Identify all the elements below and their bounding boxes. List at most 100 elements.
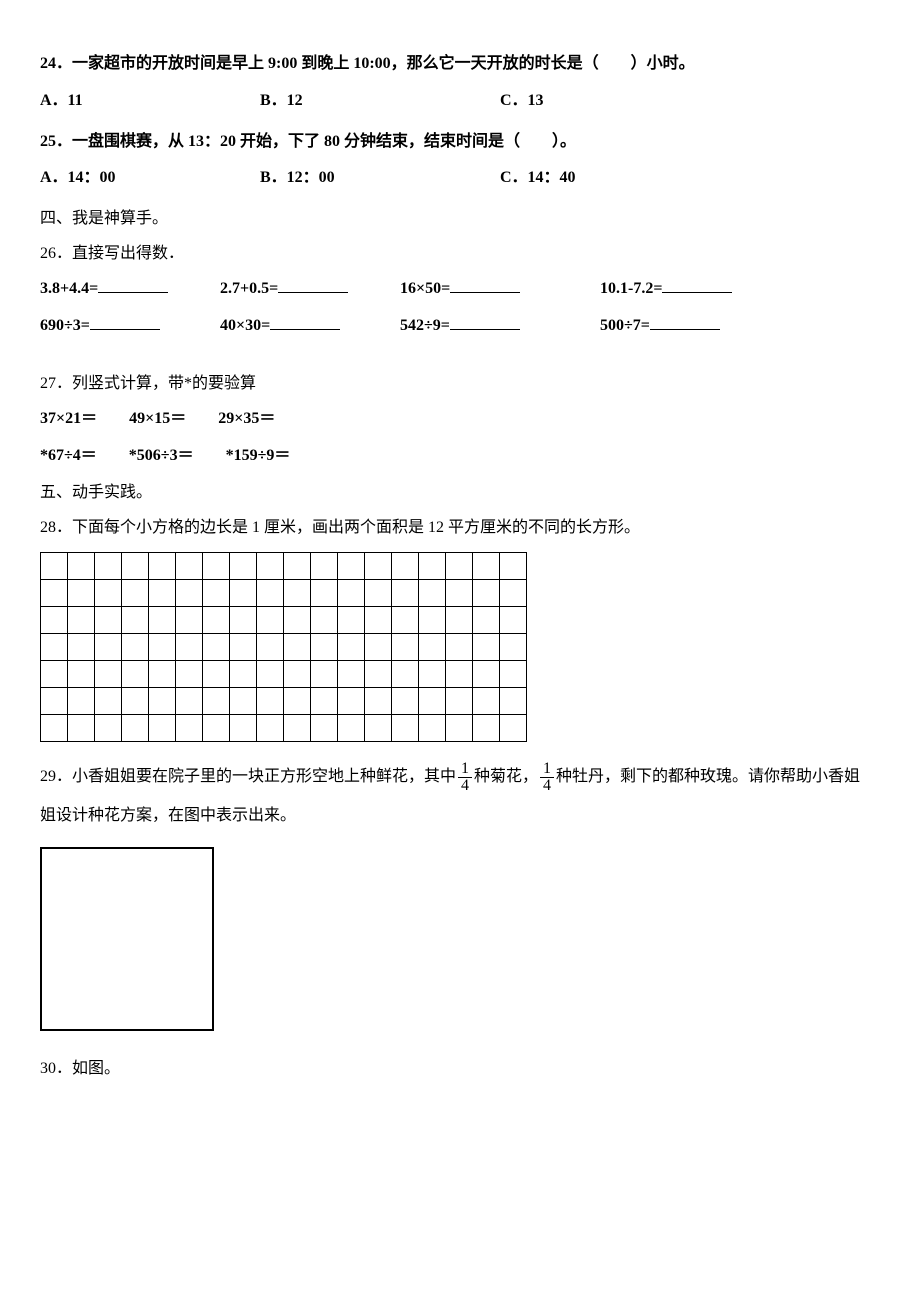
q26-r1-c4-blank[interactable] [662, 276, 732, 293]
grid-cell[interactable] [176, 661, 203, 688]
grid-cell[interactable] [122, 553, 149, 580]
grid-cell[interactable] [284, 661, 311, 688]
grid-cell[interactable] [365, 688, 392, 715]
grid-cell[interactable] [203, 580, 230, 607]
grid-cell[interactable] [149, 580, 176, 607]
grid-cell[interactable] [68, 634, 95, 661]
grid-cell[interactable] [203, 688, 230, 715]
grid-cell[interactable] [311, 580, 338, 607]
grid-cell[interactable] [68, 688, 95, 715]
grid-cell[interactable] [392, 607, 419, 634]
grid-cell[interactable] [95, 580, 122, 607]
grid-cell[interactable] [419, 688, 446, 715]
grid-cell[interactable] [176, 688, 203, 715]
grid-cell[interactable] [68, 553, 95, 580]
q24-option-c[interactable]: C．13 [500, 87, 700, 116]
grid-cell[interactable] [338, 607, 365, 634]
grid-cell[interactable] [392, 553, 419, 580]
grid-cell[interactable] [446, 688, 473, 715]
q29-square[interactable] [40, 847, 214, 1031]
grid-cell[interactable] [257, 553, 284, 580]
grid-cell[interactable] [203, 607, 230, 634]
grid-cell[interactable] [41, 634, 68, 661]
grid-cell[interactable] [284, 553, 311, 580]
grid-cell[interactable] [500, 553, 527, 580]
grid-cell[interactable] [41, 553, 68, 580]
grid-cell[interactable] [122, 607, 149, 634]
grid-cell[interactable] [392, 715, 419, 742]
grid-cell[interactable] [500, 634, 527, 661]
grid-cell[interactable] [122, 580, 149, 607]
grid-cell[interactable] [230, 661, 257, 688]
grid-cell[interactable] [68, 715, 95, 742]
grid-cell[interactable] [311, 688, 338, 715]
grid-cell[interactable] [338, 661, 365, 688]
grid-cell[interactable] [41, 715, 68, 742]
grid-cell[interactable] [122, 688, 149, 715]
q24-option-b[interactable]: B．12 [260, 87, 500, 116]
grid-cell[interactable] [203, 553, 230, 580]
grid-cell[interactable] [392, 634, 419, 661]
grid-cell[interactable] [257, 715, 284, 742]
grid-cell[interactable] [230, 715, 257, 742]
grid-cell[interactable] [500, 715, 527, 742]
grid-cell[interactable] [176, 634, 203, 661]
q26-r2-c2-blank[interactable] [270, 313, 340, 330]
grid-cell[interactable] [473, 607, 500, 634]
grid-cell[interactable] [365, 661, 392, 688]
grid-cell[interactable] [149, 715, 176, 742]
grid-cell[interactable] [392, 688, 419, 715]
grid-cell[interactable] [95, 661, 122, 688]
grid-cell[interactable] [338, 634, 365, 661]
grid-cell[interactable] [338, 715, 365, 742]
grid-cell[interactable] [257, 661, 284, 688]
grid-cell[interactable] [500, 607, 527, 634]
grid-cell[interactable] [41, 580, 68, 607]
grid-cell[interactable] [122, 715, 149, 742]
grid-cell[interactable] [473, 580, 500, 607]
grid-cell[interactable] [392, 661, 419, 688]
grid-cell[interactable] [419, 607, 446, 634]
grid-cell[interactable] [473, 634, 500, 661]
grid-cell[interactable] [257, 634, 284, 661]
grid-cell[interactable] [41, 607, 68, 634]
grid-cell[interactable] [284, 715, 311, 742]
grid-cell[interactable] [338, 688, 365, 715]
grid-cell[interactable] [365, 715, 392, 742]
grid-cell[interactable] [203, 661, 230, 688]
grid-cell[interactable] [95, 715, 122, 742]
grid-cell[interactable] [500, 580, 527, 607]
grid-cell[interactable] [95, 634, 122, 661]
grid-cell[interactable] [311, 715, 338, 742]
grid-cell[interactable] [176, 607, 203, 634]
grid-cell[interactable] [257, 580, 284, 607]
grid-cell[interactable] [203, 634, 230, 661]
grid-cell[interactable] [149, 634, 176, 661]
grid-cell[interactable] [284, 634, 311, 661]
grid-cell[interactable] [338, 580, 365, 607]
q26-r2-c1-blank[interactable] [90, 313, 160, 330]
q26-r2-c4-blank[interactable] [650, 313, 720, 330]
grid-cell[interactable] [311, 661, 338, 688]
grid-cell[interactable] [365, 553, 392, 580]
grid-cell[interactable] [419, 553, 446, 580]
grid-cell[interactable] [257, 688, 284, 715]
grid-cell[interactable] [446, 580, 473, 607]
grid-cell[interactable] [338, 553, 365, 580]
grid-cell[interactable] [284, 688, 311, 715]
grid-cell[interactable] [446, 607, 473, 634]
grid-cell[interactable] [419, 580, 446, 607]
q24-option-a[interactable]: A．11 [40, 87, 260, 116]
grid-cell[interactable] [149, 553, 176, 580]
grid-cell[interactable] [419, 634, 446, 661]
grid-cell[interactable] [95, 607, 122, 634]
grid-cell[interactable] [284, 607, 311, 634]
grid-cell[interactable] [230, 580, 257, 607]
grid-cell[interactable] [419, 715, 446, 742]
grid-cell[interactable] [95, 688, 122, 715]
grid-cell[interactable] [419, 661, 446, 688]
grid-cell[interactable] [473, 688, 500, 715]
grid-cell[interactable] [95, 553, 122, 580]
grid-cell[interactable] [365, 634, 392, 661]
grid-cell[interactable] [230, 688, 257, 715]
